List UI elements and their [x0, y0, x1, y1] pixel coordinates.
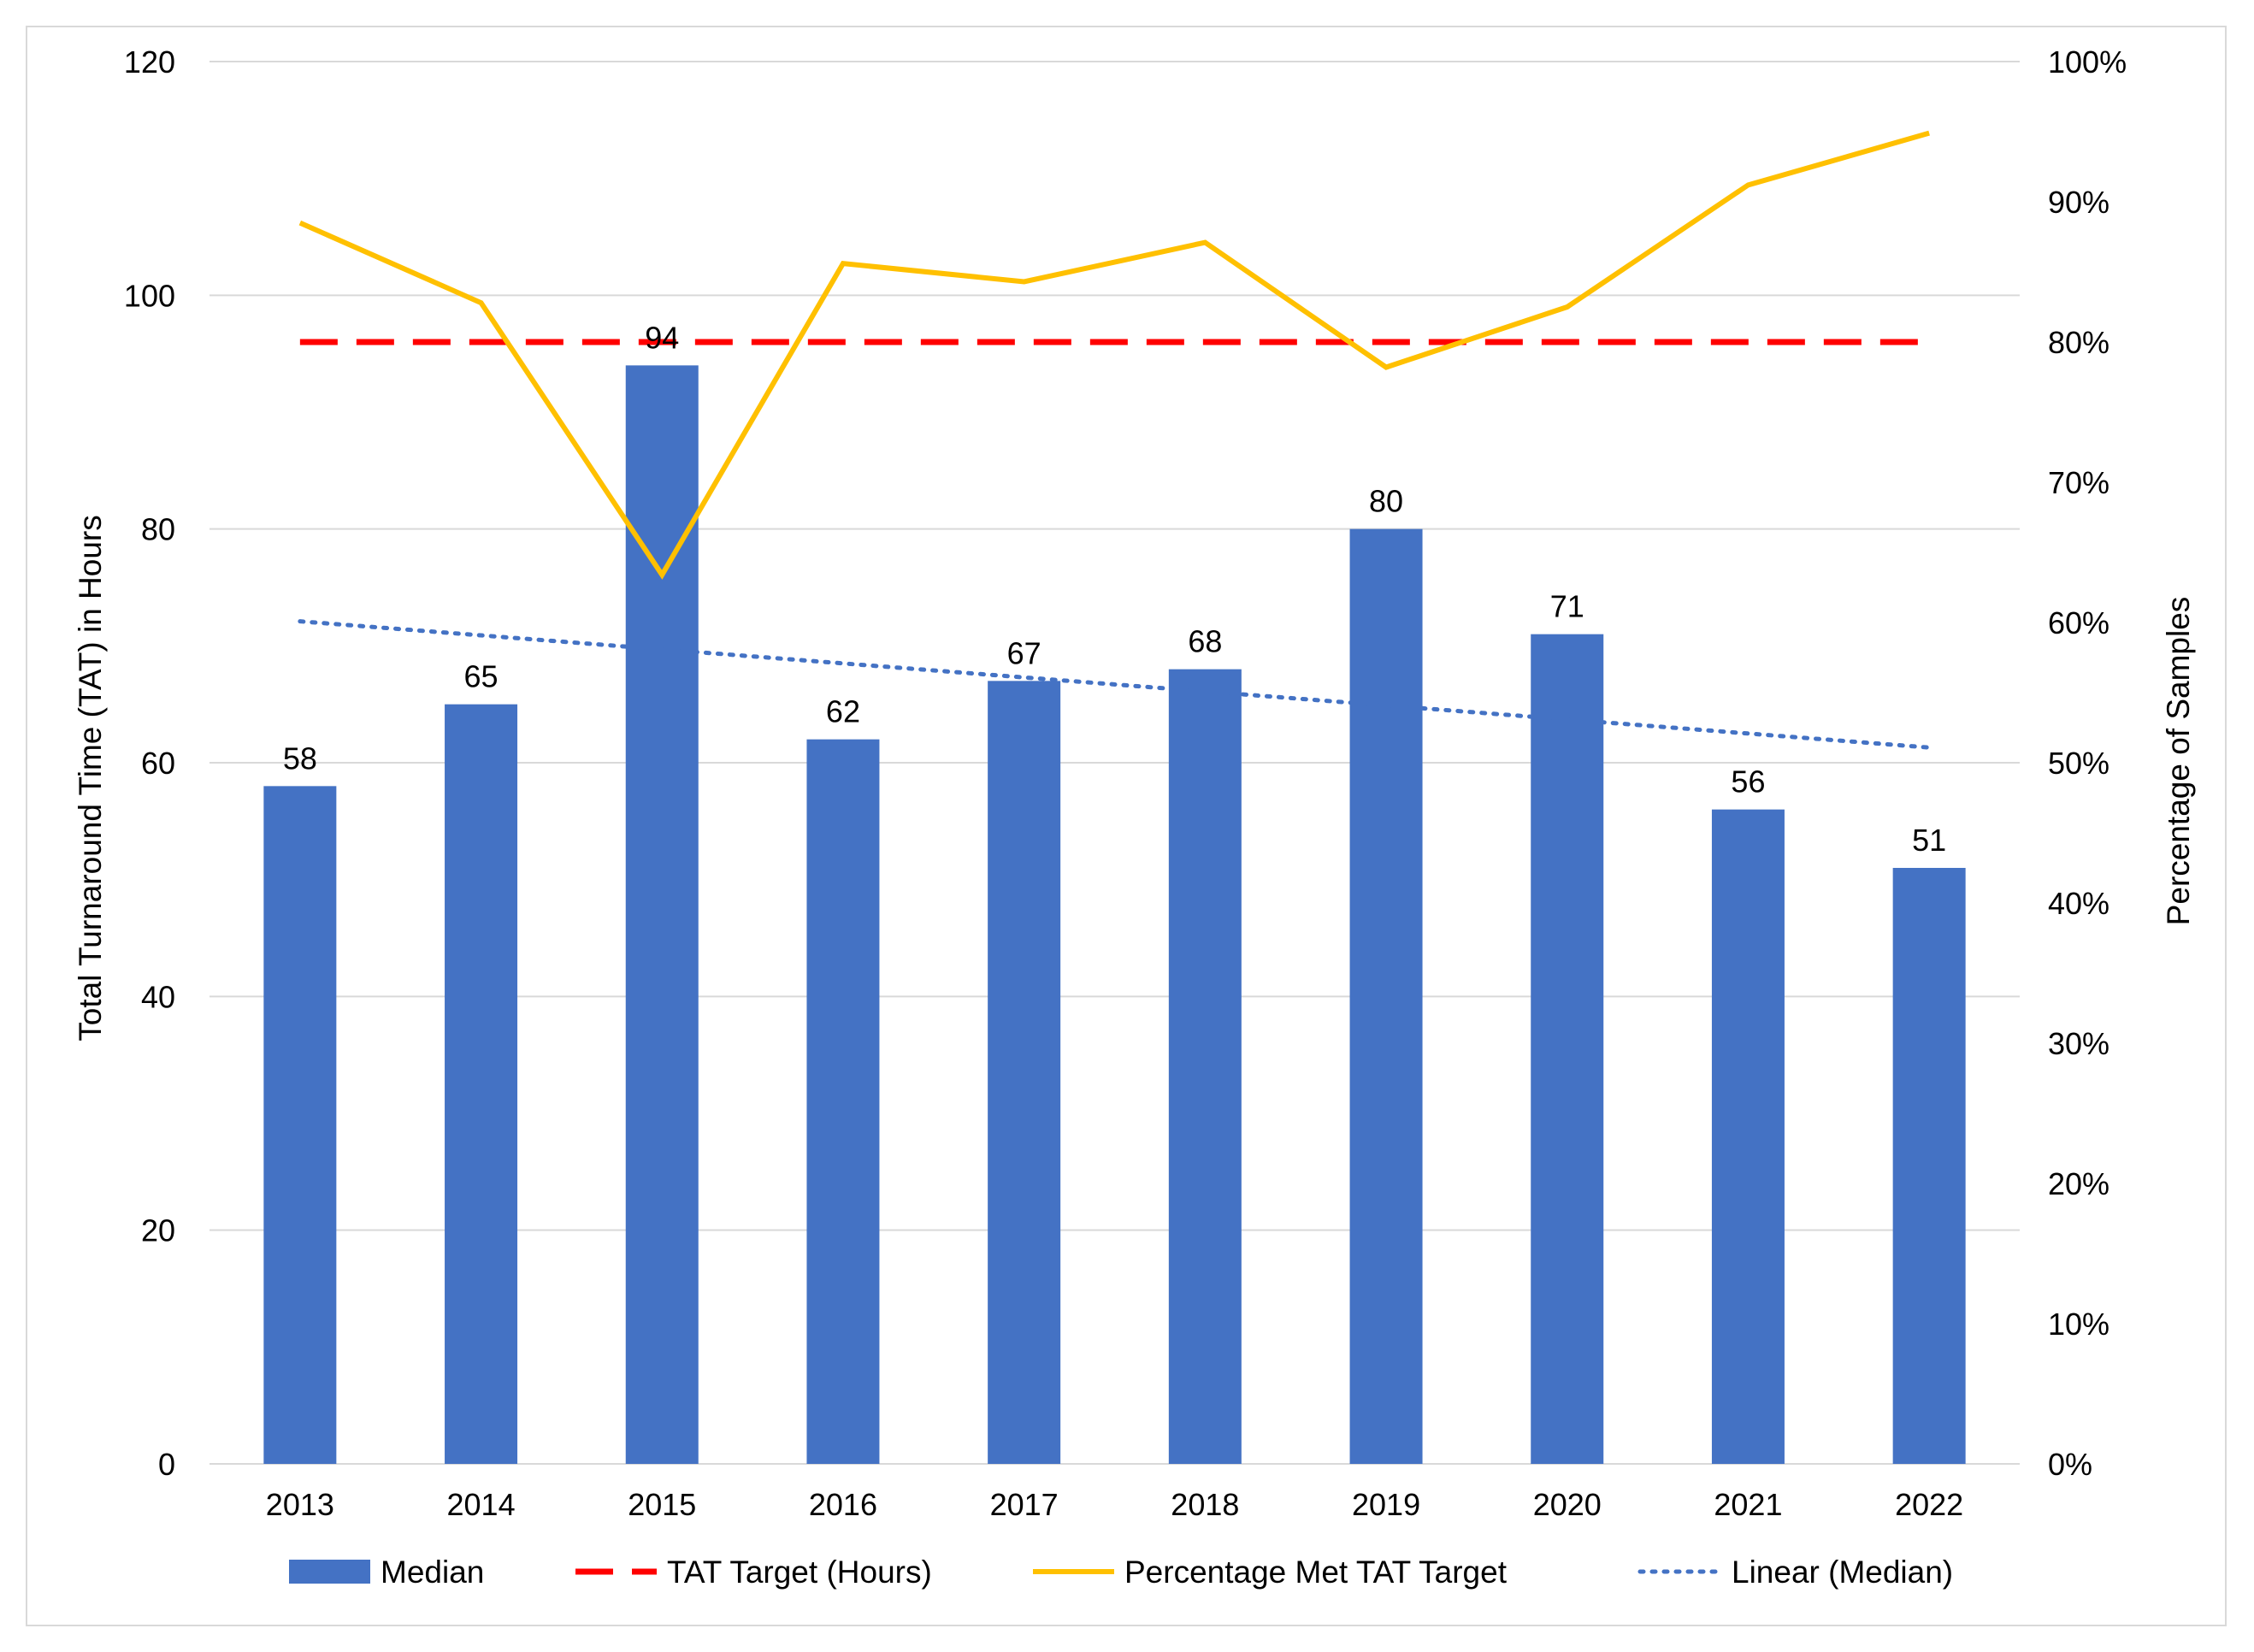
bar-median [445, 704, 518, 1464]
x-tick-label: 2013 [266, 1487, 334, 1522]
x-tick-label: 2015 [628, 1487, 696, 1522]
bar-data-label: 68 [1188, 624, 1222, 659]
legend-label: Percentage Met TAT Target [1124, 1555, 1508, 1590]
axis-ticks: 0 20 40 60 80 100 120 0% 10% 20% 30% 40% 50% 60% 70% 80… [124, 44, 2127, 1522]
y-tick-label-right: 80% [2048, 325, 2109, 360]
bar-median [988, 681, 1061, 1464]
bar-data-label: 71 [1550, 589, 1584, 624]
y-tick-label-right: 50% [2048, 746, 2109, 781]
bar-median [1711, 809, 1785, 1464]
y-tick-label-right: 60% [2048, 605, 2109, 640]
bar-data-label: 62 [826, 694, 860, 729]
y-tick-label-right: 30% [2048, 1026, 2109, 1061]
legend-label: Median [381, 1555, 484, 1590]
y-tick-label-left: 120 [124, 44, 175, 80]
bar-median [625, 365, 699, 1464]
bar-data-label: 94 [645, 320, 679, 355]
legend-label: TAT Target (Hours) [667, 1555, 932, 1590]
data-labels: 58 65 94 62 67 68 80 71 56 51 [283, 320, 1946, 858]
legend: Median TAT Target (Hours) Percentage Met T… [289, 1555, 1953, 1590]
bar-data-label: 58 [283, 740, 317, 776]
y-tick-label-right: 100% [2048, 44, 2127, 80]
y-tick-label-left: 20 [141, 1213, 175, 1248]
x-tick-label: 2020 [1533, 1487, 1602, 1522]
x-tick-label: 2022 [1895, 1487, 1963, 1522]
y-tick-label-right: 70% [2048, 465, 2109, 500]
bar-data-label: 67 [1007, 635, 1041, 670]
bar-data-label: 51 [1912, 823, 1946, 858]
bar-median [1168, 669, 1242, 1464]
y-tick-label-left: 100 [124, 278, 175, 313]
y-tick-label-right: 40% [2048, 886, 2109, 921]
x-tick-label: 2021 [1714, 1487, 1782, 1522]
x-tick-label: 2019 [1352, 1487, 1420, 1522]
bar-median [1349, 528, 1423, 1464]
line-linear-median-trend [298, 619, 1932, 750]
y-axis-title-left: Total Turnaround Time (TAT) in Hours [73, 515, 108, 1041]
y-tick-label-left: 0 [158, 1447, 175, 1482]
y-tick-label-left: 60 [141, 746, 175, 781]
legend-swatch-median [289, 1560, 370, 1584]
x-tick-label: 2016 [809, 1487, 877, 1522]
y-tick-label-right: 90% [2048, 185, 2109, 220]
y-axis-title-right: Percentage of Samples [2161, 597, 2196, 926]
y-tick-label-right: 0% [2048, 1447, 2092, 1482]
bar-data-label: 80 [1369, 484, 1403, 519]
chart-frame [26, 26, 2227, 1626]
y-tick-label-left: 40 [141, 979, 175, 1014]
y-tick-label-right: 20% [2048, 1166, 2109, 1201]
bar-median [1531, 634, 1604, 1464]
series-lines [298, 130, 1932, 750]
x-tick-label: 2018 [1171, 1487, 1239, 1522]
x-tick-label: 2014 [447, 1487, 516, 1522]
y-tick-label-right: 10% [2048, 1307, 2109, 1342]
x-tick-label: 2017 [990, 1487, 1059, 1522]
line-percentage-met [298, 130, 1930, 580]
bar-median [1892, 868, 1966, 1464]
y-tick-label-left: 80 [141, 512, 175, 547]
bar-data-label: 65 [464, 659, 499, 694]
bar-data-label: 56 [1731, 764, 1765, 799]
median-bars [263, 365, 1966, 1464]
legend-label: Linear (Median) [1732, 1555, 1953, 1590]
bar-median [806, 739, 880, 1464]
bar-median [263, 786, 337, 1464]
